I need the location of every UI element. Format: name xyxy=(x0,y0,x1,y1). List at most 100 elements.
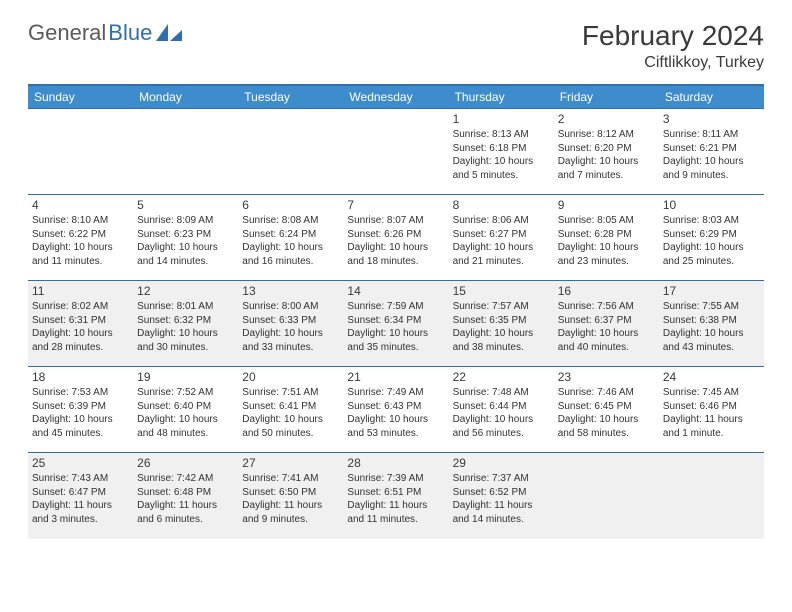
sunrise-line: Sunrise: 7:55 AM xyxy=(663,300,760,314)
sunset-line: Sunset: 6:32 PM xyxy=(137,314,234,328)
sunrise-line: Sunrise: 7:46 AM xyxy=(558,386,655,400)
sunrise-line: Sunrise: 8:07 AM xyxy=(347,214,444,228)
day-details: Sunrise: 8:01 AMSunset: 6:32 PMDaylight:… xyxy=(137,300,234,354)
day-number: 17 xyxy=(663,284,760,298)
sunrise-line: Sunrise: 7:41 AM xyxy=(242,472,339,486)
day-number: 6 xyxy=(242,198,339,212)
location: Ciftlikkoy, Turkey xyxy=(582,54,764,72)
title-block: February 2024 Ciftlikkoy, Turkey xyxy=(582,20,764,72)
day-details: Sunrise: 7:48 AMSunset: 6:44 PMDaylight:… xyxy=(453,386,550,440)
daylight-line: Daylight: 10 hours and 48 minutes. xyxy=(137,413,234,440)
day-cell xyxy=(238,109,343,195)
day-number: 23 xyxy=(558,370,655,384)
sunrise-line: Sunrise: 7:45 AM xyxy=(663,386,760,400)
sunset-line: Sunset: 6:37 PM xyxy=(558,314,655,328)
daylight-line: Daylight: 10 hours and 25 minutes. xyxy=(663,241,760,268)
day-number: 12 xyxy=(137,284,234,298)
day-details: Sunrise: 8:08 AMSunset: 6:24 PMDaylight:… xyxy=(242,214,339,268)
sunset-line: Sunset: 6:28 PM xyxy=(558,228,655,242)
sunset-line: Sunset: 6:52 PM xyxy=(453,486,550,500)
sunrise-line: Sunrise: 7:37 AM xyxy=(453,472,550,486)
week-row: 25Sunrise: 7:43 AMSunset: 6:47 PMDayligh… xyxy=(28,453,764,539)
day-number: 26 xyxy=(137,456,234,470)
day-header: Wednesday xyxy=(343,85,448,109)
day-number: 7 xyxy=(347,198,444,212)
sunset-line: Sunset: 6:48 PM xyxy=(137,486,234,500)
day-cell: 22 Sunrise: 7:48 AMSunset: 6:44 PMDayligh… xyxy=(449,367,554,453)
sunrise-line: Sunrise: 7:53 AM xyxy=(32,386,129,400)
day-cell: 8Sunrise: 8:06 AMSunset: 6:27 PMDaylight… xyxy=(449,195,554,281)
sunset-line: Sunset: 6:39 PM xyxy=(32,400,129,414)
day-details: Sunrise: 7:45 AMSunset: 6:46 PMDaylight:… xyxy=(663,386,760,440)
sunrise-line: Sunrise: 7:49 AM xyxy=(347,386,444,400)
sunrise-line: Sunrise: 8:05 AM xyxy=(558,214,655,228)
day-details: Sunrise: 7:52 AMSunset: 6:40 PMDaylight:… xyxy=(137,386,234,440)
header: GeneralBlue February 2024 Ciftlikkoy, Tu… xyxy=(28,20,764,72)
day-details: Sunrise: 8:09 AMSunset: 6:23 PMDaylight:… xyxy=(137,214,234,268)
day-cell: 11Sunrise: 8:02 AMSunset: 6:31 PMDayligh… xyxy=(28,281,133,367)
day-number: 22 xyxy=(453,370,550,384)
day-details: Sunrise: 8:10 AMSunset: 6:22 PMDaylight:… xyxy=(32,214,129,268)
day-number: 27 xyxy=(242,456,339,470)
day-cell: 14 Sunrise: 7:59 AMSunset: 6:34 PMDayligh… xyxy=(343,281,448,367)
sunrise-line: Sunrise: 8:01 AM xyxy=(137,300,234,314)
day-number: 5 xyxy=(137,198,234,212)
sunrise-line: Sunrise: 7:57 AM xyxy=(453,300,550,314)
daylight-line: Daylight: 10 hours and 56 minutes. xyxy=(453,413,550,440)
daylight-line: Daylight: 11 hours and 9 minutes. xyxy=(242,499,339,526)
day-details: Sunrise: 7:41 AMSunset: 6:50 PMDaylight:… xyxy=(242,472,339,526)
day-number: 3 xyxy=(663,112,760,126)
day-cell: 12 Sunrise: 8:01 AMSunset: 6:32 PMDayligh… xyxy=(133,281,238,367)
daylight-line: Daylight: 10 hours and 30 minutes. xyxy=(137,327,234,354)
sunrise-line: Sunrise: 7:59 AM xyxy=(347,300,444,314)
daylight-line: Daylight: 11 hours and 14 minutes. xyxy=(453,499,550,526)
day-details: Sunrise: 8:03 AMSunset: 6:29 PMDaylight:… xyxy=(663,214,760,268)
daylight-line: Daylight: 10 hours and 11 minutes. xyxy=(32,241,129,268)
day-cell: 27 Sunrise: 7:41 AMSunset: 6:50 PMDayligh… xyxy=(238,453,343,539)
brand-word-1: General xyxy=(28,20,106,46)
day-details: Sunrise: 8:06 AMSunset: 6:27 PMDaylight:… xyxy=(453,214,550,268)
day-details: Sunrise: 7:56 AMSunset: 6:37 PMDaylight:… xyxy=(558,300,655,354)
sunset-line: Sunset: 6:20 PM xyxy=(558,142,655,156)
day-details: Sunrise: 7:55 AMSunset: 6:38 PMDaylight:… xyxy=(663,300,760,354)
day-cell: 2Sunrise: 8:12 AMSunset: 6:20 PMDaylight… xyxy=(554,109,659,195)
day-number: 24 xyxy=(663,370,760,384)
sunset-line: Sunset: 6:47 PM xyxy=(32,486,129,500)
day-cell: 16Sunrise: 7:56 AMSunset: 6:37 PMDayligh… xyxy=(554,281,659,367)
day-details: Sunrise: 7:51 AMSunset: 6:41 PMDaylight:… xyxy=(242,386,339,440)
day-details: Sunrise: 8:00 AMSunset: 6:33 PMDaylight:… xyxy=(242,300,339,354)
day-cell: 23Sunrise: 7:46 AMSunset: 6:45 PMDayligh… xyxy=(554,367,659,453)
day-details: Sunrise: 7:49 AMSunset: 6:43 PMDaylight:… xyxy=(347,386,444,440)
sunset-line: Sunset: 6:33 PM xyxy=(242,314,339,328)
brand-word-2: Blue xyxy=(108,20,152,46)
day-cell: 29 Sunrise: 7:37 AMSunset: 6:52 PMDayligh… xyxy=(449,453,554,539)
day-number: 14 xyxy=(347,284,444,298)
day-details: Sunrise: 8:07 AMSunset: 6:26 PMDaylight:… xyxy=(347,214,444,268)
day-cell: 5 Sunrise: 8:09 AMSunset: 6:23 PMDaylight… xyxy=(133,195,238,281)
daylight-line: Daylight: 10 hours and 50 minutes. xyxy=(242,413,339,440)
day-number: 29 xyxy=(453,456,550,470)
page: GeneralBlue February 2024 Ciftlikkoy, Tu… xyxy=(0,0,792,559)
sunset-line: Sunset: 6:23 PM xyxy=(137,228,234,242)
day-cell: 17 Sunrise: 7:55 AMSunset: 6:38 PMDayligh… xyxy=(659,281,764,367)
sunset-line: Sunset: 6:43 PM xyxy=(347,400,444,414)
daylight-line: Daylight: 10 hours and 43 minutes. xyxy=(663,327,760,354)
day-details: Sunrise: 8:12 AMSunset: 6:20 PMDaylight:… xyxy=(558,128,655,182)
sunset-line: Sunset: 6:21 PM xyxy=(663,142,760,156)
day-details: Sunrise: 7:53 AMSunset: 6:39 PMDaylight:… xyxy=(32,386,129,440)
sunrise-line: Sunrise: 8:02 AM xyxy=(32,300,129,314)
daylight-line: Daylight: 10 hours and 9 minutes. xyxy=(663,155,760,182)
sunrise-line: Sunrise: 8:08 AM xyxy=(242,214,339,228)
day-cell: 25Sunrise: 7:43 AMSunset: 6:47 PMDayligh… xyxy=(28,453,133,539)
day-number: 18 xyxy=(32,370,129,384)
daylight-line: Daylight: 11 hours and 3 minutes. xyxy=(32,499,129,526)
sunrise-line: Sunrise: 7:48 AM xyxy=(453,386,550,400)
daylight-line: Daylight: 10 hours and 40 minutes. xyxy=(558,327,655,354)
sunrise-line: Sunrise: 7:43 AM xyxy=(32,472,129,486)
day-cell xyxy=(659,453,764,539)
daylight-line: Daylight: 10 hours and 53 minutes. xyxy=(347,413,444,440)
sunset-line: Sunset: 6:27 PM xyxy=(453,228,550,242)
day-cell: 7 Sunrise: 8:07 AMSunset: 6:26 PMDaylight… xyxy=(343,195,448,281)
day-details: Sunrise: 7:59 AMSunset: 6:34 PMDaylight:… xyxy=(347,300,444,354)
daylight-line: Daylight: 11 hours and 11 minutes. xyxy=(347,499,444,526)
